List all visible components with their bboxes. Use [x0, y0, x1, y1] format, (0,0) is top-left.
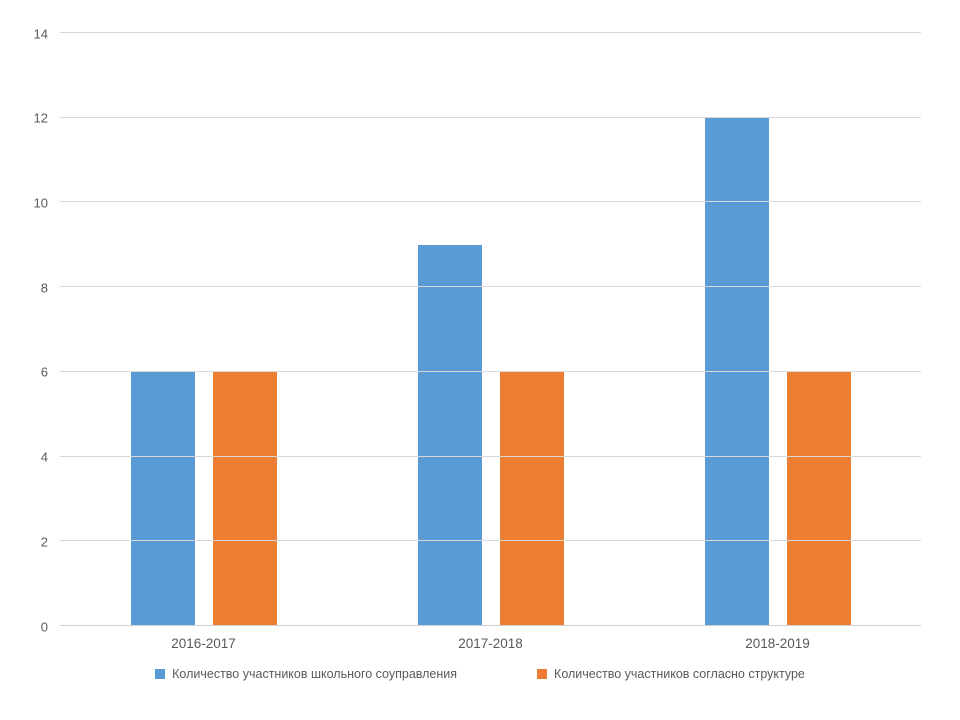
y-tick-label: 8	[40, 280, 48, 296]
bar-group	[634, 33, 921, 626]
gridline	[60, 116, 921, 118]
bar-структуре-2018-2019	[786, 371, 851, 626]
bar-group	[347, 33, 634, 626]
legend-item: Количество участников согласно структуре	[537, 667, 805, 681]
bar-groups	[60, 33, 921, 626]
gridline	[60, 455, 921, 457]
plot-area	[60, 32, 921, 626]
y-axis-tick-labels: 0 2 4 6 8 10 12 14	[0, 27, 48, 633]
legend-swatch-icon	[155, 669, 166, 679]
y-tick-label: 0	[40, 619, 48, 634]
gridline	[60, 286, 921, 288]
bar-соуправления-2017-2018	[417, 244, 482, 626]
bar-соуправления-2018-2019	[704, 117, 769, 626]
chart-legend: Количество участников школьного соуправл…	[0, 667, 960, 681]
legend-label: Количество участников согласно структуре	[554, 667, 805, 681]
y-tick-label: 2	[40, 534, 48, 550]
legend-label: Количество участников школьного соуправл…	[172, 667, 458, 681]
legend-item: Количество участников школьного соуправл…	[155, 667, 457, 681]
x-axis-category-labels: 2016-2017 2017-2018 2018-2019	[60, 636, 921, 651]
x-category-label: 2017-2018	[458, 636, 523, 651]
bar-group	[60, 33, 347, 626]
gridline	[60, 540, 921, 542]
y-tick-label: 14	[33, 26, 48, 41]
gridline	[60, 370, 921, 372]
bar-структуре-2016-2017	[212, 371, 277, 626]
gridline	[60, 201, 921, 203]
x-category-label: 2018-2019	[745, 636, 810, 651]
legend-swatch-icon	[537, 669, 548, 679]
y-tick-label: 12	[33, 110, 48, 126]
x-axis-line	[60, 625, 921, 626]
x-category-label: 2016-2017	[171, 636, 236, 651]
bar-соуправления-2016-2017	[130, 371, 195, 626]
bar-структуре-2017-2018	[499, 371, 564, 626]
y-tick-label: 6	[40, 364, 48, 380]
y-tick-label: 10	[33, 195, 48, 211]
gridline	[60, 32, 921, 33]
y-tick-label: 4	[40, 449, 48, 465]
